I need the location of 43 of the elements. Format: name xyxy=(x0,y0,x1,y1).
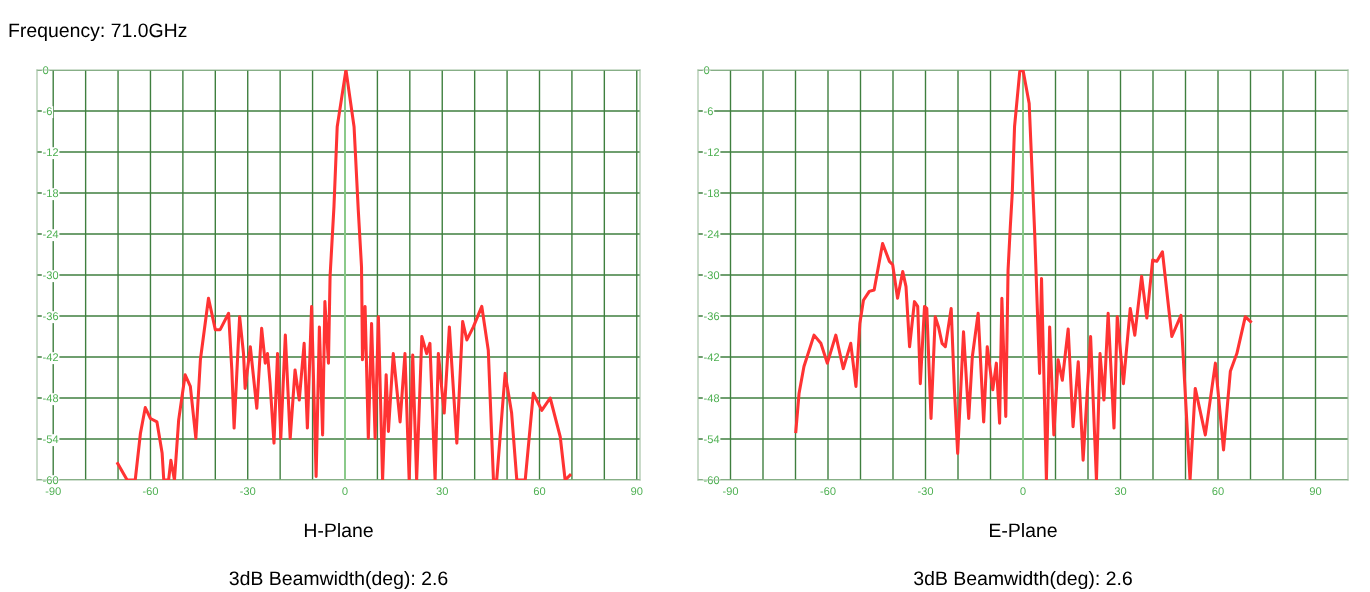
x-tick-label: 60 xyxy=(533,487,546,496)
text: 3dB Beamwidth(deg): 2.6 xyxy=(229,570,448,590)
x-axis-title: H-Plane xyxy=(304,522,373,538)
y-tick-label: -48 xyxy=(43,394,59,403)
y-tick-label: -12 xyxy=(704,148,720,157)
x-tick-label: -30 xyxy=(240,487,256,496)
y-tick-label: -54 xyxy=(704,435,720,444)
y-tick-label: -42 xyxy=(43,353,59,362)
y-tick-label: -18 xyxy=(704,189,720,198)
x-tick-label: 30 xyxy=(1114,487,1127,496)
text: Frequency: 71.0GHz xyxy=(9,23,187,42)
y-tick-label: -60 xyxy=(704,476,720,485)
x-tick-label: 30 xyxy=(436,487,448,496)
y-tick-label: -18 xyxy=(43,189,59,198)
x-tick-label: 0 xyxy=(342,487,348,496)
x-tick-label: 60 xyxy=(1212,487,1224,496)
x-tick-label: 0 xyxy=(1020,487,1026,496)
line-series xyxy=(794,70,1253,480)
x-tick-label: -90 xyxy=(45,487,61,496)
y-tick-label: 0 xyxy=(42,66,49,75)
y-tick-label: -24 xyxy=(43,230,59,239)
x-tick-label: -90 xyxy=(722,487,739,496)
text: 3dB Beamwidth(deg): 2.6 xyxy=(914,570,1132,590)
y-tick-label: -30 xyxy=(43,271,59,280)
y-tick-label: -48 xyxy=(704,394,720,403)
y-tick-label: -36 xyxy=(704,312,720,321)
x-axis-title: E-Plane xyxy=(990,522,1057,538)
x-tick-label: 90 xyxy=(631,487,643,496)
x-tick-label: -60 xyxy=(142,487,159,496)
x-tick-label: -30 xyxy=(917,487,934,496)
y-tick-label: -30 xyxy=(704,271,720,280)
y-tick-label: -24 xyxy=(704,230,720,239)
y-tick-label: -36 xyxy=(43,312,59,321)
y-tick-label: -12 xyxy=(43,148,59,157)
x-tick-label: 90 xyxy=(1309,487,1322,496)
line-series xyxy=(116,70,572,480)
y-tick-label: -42 xyxy=(704,353,720,362)
y-tick-label: 0 xyxy=(703,66,710,75)
y-tick-label: -6 xyxy=(43,107,52,116)
y-tick-label: -54 xyxy=(43,435,59,444)
y-tick-label: -6 xyxy=(704,107,713,116)
y-tick-label: -60 xyxy=(43,476,59,485)
x-tick-label: -60 xyxy=(820,487,836,496)
